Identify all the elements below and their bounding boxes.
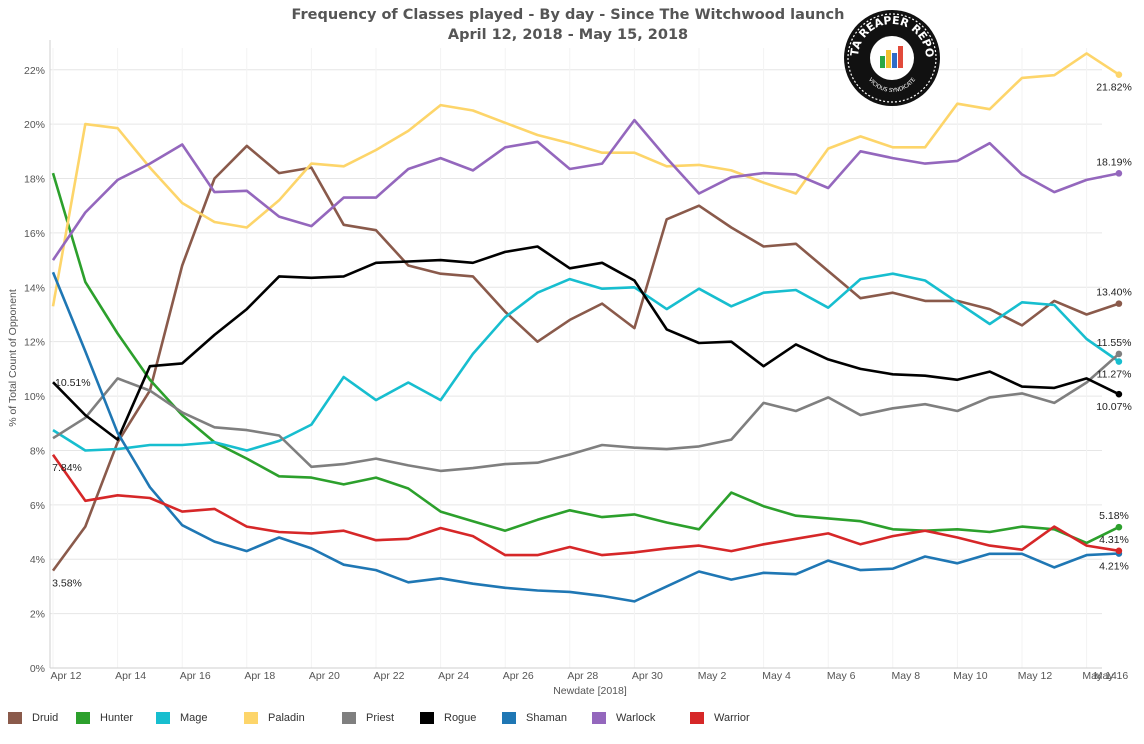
legend-swatch [502, 712, 516, 724]
legend-swatch [690, 712, 704, 724]
data-reaper-report-logo: DATA REAPER REPORT VICIOUS SYNDICATE [842, 8, 940, 106]
legend-label: Shaman [526, 712, 567, 724]
data-label-druid: 3.58% [52, 578, 82, 590]
end-point-rogue [1115, 390, 1123, 398]
series-line-warlock [51, 118, 1120, 261]
legend-label: Warrior [714, 712, 750, 724]
series-line-shaman [51, 271, 1119, 603]
legend-swatch [8, 712, 22, 724]
legend-label: Mage [180, 712, 208, 724]
x-tick-label: Apr 24 [438, 670, 469, 682]
data-label-warlock: 18.19% [1096, 156, 1132, 168]
data-label-mage: 11.27% [1097, 369, 1132, 381]
data-label-warrior: 4.31% [1099, 534, 1129, 546]
chart-subtitle: April 12, 2018 - May 15, 2018 [447, 27, 689, 43]
legend-swatch [76, 712, 90, 724]
data-labels: 3.58% 13.40% 5.18% 11.27% 21.82% 11.55% 10.51%… [52, 82, 1132, 590]
end-point-priest [1115, 350, 1123, 358]
x-tick-label: May 8 [892, 670, 921, 682]
x-tick-label: Apr 26 [503, 670, 534, 682]
series-line-priest [52, 352, 1120, 473]
x-tick-label: May 4 [762, 670, 791, 682]
data-label-hunter: 5.18% [1099, 510, 1129, 522]
y-tick-label: 14% [24, 282, 45, 294]
data-label-rogue: 10.51% [55, 377, 91, 389]
y-tick-label: 20% [24, 119, 45, 131]
gridlines [50, 48, 1102, 669]
x-tick-label: Apr 16 [180, 670, 211, 682]
x-tick-label: Apr 12 [51, 670, 82, 682]
x-tick-label: Apr 18 [244, 670, 275, 682]
legend-label: Druid [32, 712, 59, 724]
y-tick-label: 8% [30, 445, 45, 457]
x-tick-label: May 16 [1094, 670, 1129, 682]
legend-label: Paladin [268, 712, 305, 724]
x-tick-label: Apr 30 [632, 670, 663, 682]
end-point-mage [1115, 358, 1123, 365]
legend-swatch [342, 712, 356, 724]
y-tick-label: 22% [24, 65, 45, 77]
legend-swatch [244, 712, 258, 724]
x-tick-label: Apr 14 [115, 670, 146, 682]
x-tick-label: May 2 [698, 670, 727, 682]
legend-label: Priest [366, 712, 395, 724]
y-tick-label: 16% [24, 228, 45, 240]
legend-item-warrior[interactable]: Warrior [690, 712, 768, 724]
legend-label: Hunter [100, 712, 134, 724]
chart-title: Frequency of Classes played - By day - S… [291, 7, 845, 23]
series-line-druid [51, 144, 1120, 572]
end-point-paladin [1115, 71, 1123, 78]
y-tick-label: 0% [30, 663, 45, 675]
legend-label: Rogue [444, 712, 477, 724]
legend-swatch [420, 712, 434, 724]
y-tick-label: 10% [24, 391, 45, 403]
legend-item-paladin[interactable]: Paladin [244, 712, 342, 724]
series-line-rogue [52, 245, 1120, 441]
x-tick-label: May 14 [1082, 670, 1117, 682]
legend: Druid Hunter Mage Paladin Priest Rogue Shaman W… [8, 712, 768, 724]
y-axis-label: % of Total Count of Opponent [7, 289, 19, 427]
x-tick-label: Apr 22 [374, 670, 405, 682]
data-label-rogue: 10.07% [1096, 401, 1132, 413]
axes: 0% 2% 4% 6% 8% 10% 12% 14% 16% 18% 20% 22% Apr 12 Apr… [7, 40, 1128, 697]
y-tick-label: 6% [30, 500, 45, 512]
data-label-druid: 13.40% [1096, 287, 1132, 299]
y-tick-label: 12% [24, 337, 45, 349]
end-point-hunter [1115, 523, 1123, 531]
x-tick-label: Apr 28 [567, 670, 598, 682]
legend-item-warlock[interactable]: Warlock [592, 712, 690, 724]
data-label-shaman: 4.21% [1099, 561, 1129, 573]
y-tick-label: 18% [24, 174, 45, 186]
legend-swatch [592, 712, 606, 724]
legend-item-shaman[interactable]: Shaman [502, 712, 592, 724]
legend-item-druid[interactable]: Druid [8, 712, 76, 724]
legend-item-hunter[interactable]: Hunter [76, 712, 156, 724]
y-tick-label: 2% [30, 609, 45, 621]
data-label-paladin: 21.82% [1096, 82, 1132, 94]
x-tick-label: May 6 [827, 670, 856, 682]
series-lines [51, 52, 1123, 603]
series-line-warrior [51, 454, 1120, 557]
legend-label: Warlock [616, 712, 656, 724]
legend-item-mage[interactable]: Mage [156, 712, 244, 724]
series-line-mage [52, 272, 1120, 452]
y-tick-label: 4% [30, 554, 45, 566]
legend-swatch [156, 712, 170, 724]
x-tick-label: May 12 [1018, 670, 1053, 682]
end-point-warlock [1115, 170, 1123, 177]
end-point-druid [1115, 300, 1123, 307]
data-label-priest: 11.55% [1097, 337, 1132, 349]
data-label-warrior: 7.84% [52, 462, 82, 474]
x-axis-label: Newdate [2018] [553, 685, 627, 697]
end-point-warrior [1115, 547, 1123, 555]
series-line-paladin [51, 52, 1120, 307]
x-tick-label: Apr 20 [309, 670, 340, 682]
x-tick-label: May 10 [953, 670, 988, 682]
legend-item-priest[interactable]: Priest [342, 712, 420, 724]
series-line-hunter [51, 172, 1120, 545]
legend-item-rogue[interactable]: Rogue [420, 712, 502, 724]
